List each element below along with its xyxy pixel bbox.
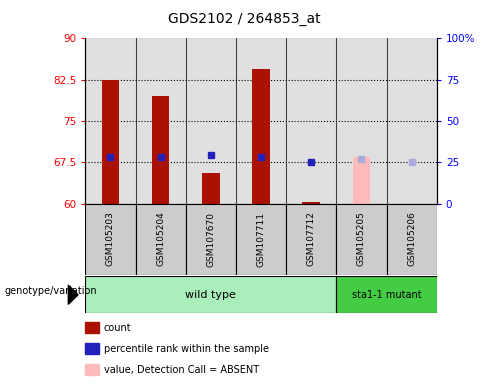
Bar	[236, 204, 286, 275]
Bar	[85, 276, 336, 313]
Text: GSM107670: GSM107670	[206, 212, 215, 266]
Bar	[336, 204, 386, 275]
Text: GSM105204: GSM105204	[156, 212, 165, 266]
Text: GSM105206: GSM105206	[407, 212, 416, 266]
Bar	[353, 157, 370, 204]
Bar	[85, 38, 136, 204]
Bar	[286, 38, 336, 204]
Text: count: count	[104, 323, 132, 333]
Bar	[202, 173, 220, 204]
Text: GSM107712: GSM107712	[307, 212, 316, 266]
Text: GSM105205: GSM105205	[357, 212, 366, 266]
Polygon shape	[68, 285, 78, 304]
Bar	[186, 38, 236, 204]
Bar	[152, 96, 169, 204]
Bar	[336, 38, 386, 204]
Text: GSM105203: GSM105203	[106, 212, 115, 266]
Bar	[386, 38, 437, 204]
Bar	[236, 38, 286, 204]
Bar	[386, 204, 437, 275]
Bar	[336, 276, 437, 313]
Bar	[252, 69, 270, 204]
Bar	[102, 80, 119, 204]
Text: wild type: wild type	[185, 290, 236, 300]
Bar	[136, 38, 186, 204]
Bar	[85, 204, 136, 275]
Bar	[136, 204, 186, 275]
Bar	[303, 202, 320, 204]
Text: value, Detection Call = ABSENT: value, Detection Call = ABSENT	[104, 365, 259, 375]
Text: sta1-1 mutant: sta1-1 mutant	[352, 290, 421, 300]
Text: GSM107711: GSM107711	[257, 212, 265, 266]
Bar	[186, 204, 236, 275]
Text: genotype/variation: genotype/variation	[5, 286, 98, 296]
Text: percentile rank within the sample: percentile rank within the sample	[104, 344, 269, 354]
Bar	[286, 204, 336, 275]
Text: GDS2102 / 264853_at: GDS2102 / 264853_at	[168, 12, 320, 26]
